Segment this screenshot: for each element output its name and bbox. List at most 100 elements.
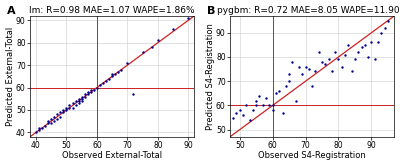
Point: [45, 122, 51, 125]
Point: [78, 100, 85, 102]
Point: [365, 56, 371, 58]
Point: [292, 99, 299, 102]
Point: [316, 51, 322, 53]
Point: [230, 116, 236, 119]
Point: [36, 129, 42, 131]
Point: [352, 58, 358, 61]
Point: [246, 119, 253, 121]
Point: [84, 93, 91, 96]
Point: [69, 106, 76, 109]
Point: [60, 109, 66, 111]
Point: [109, 73, 115, 75]
Point: [72, 104, 79, 107]
Point: [283, 85, 289, 87]
Point: [78, 97, 85, 100]
Title: lm: R=0.98 MAE=1.07 WAPE=1.86%: lm: R=0.98 MAE=1.07 WAPE=1.86%: [29, 6, 195, 15]
Point: [112, 73, 118, 75]
Point: [345, 43, 352, 46]
Point: [296, 65, 302, 68]
Point: [33, 131, 39, 134]
Point: [236, 109, 243, 112]
Point: [42, 124, 48, 127]
Point: [332, 51, 338, 53]
Point: [185, 17, 192, 19]
Point: [279, 111, 286, 114]
Point: [273, 92, 279, 95]
Point: [378, 31, 384, 34]
Y-axis label: Predicted External-Total: Predicted External-Total: [6, 27, 14, 126]
Point: [155, 39, 161, 42]
Title: pygbm: R=0.72 MAE=8.05 WAPE=11.90%: pygbm: R=0.72 MAE=8.05 WAPE=11.90%: [216, 6, 400, 15]
Point: [124, 62, 130, 64]
Point: [289, 60, 296, 63]
Point: [322, 63, 328, 66]
Point: [286, 80, 292, 83]
Point: [88, 91, 94, 93]
Point: [118, 68, 124, 71]
Point: [326, 58, 332, 61]
Point: [263, 97, 269, 99]
Point: [63, 109, 70, 111]
Point: [243, 104, 250, 107]
Point: [368, 41, 375, 44]
Point: [106, 77, 112, 80]
Point: [54, 118, 60, 120]
Point: [69, 102, 76, 105]
Point: [36, 127, 42, 129]
Point: [348, 70, 355, 73]
Point: [312, 70, 319, 73]
Point: [253, 104, 259, 107]
Point: [306, 68, 312, 70]
Point: [82, 95, 88, 98]
Point: [338, 65, 345, 68]
Point: [319, 60, 325, 63]
Point: [302, 65, 309, 68]
Point: [72, 100, 79, 102]
Point: [51, 120, 58, 123]
Point: [84, 91, 91, 93]
Point: [253, 99, 259, 102]
Point: [97, 84, 103, 87]
Point: [51, 115, 58, 118]
Point: [45, 120, 51, 123]
Point: [309, 85, 315, 87]
Point: [60, 111, 66, 114]
Point: [385, 19, 391, 22]
Y-axis label: Predicted S4-Registration: Predicted S4-Registration: [206, 23, 214, 130]
Point: [381, 27, 388, 29]
Point: [115, 71, 122, 73]
Point: [63, 106, 70, 109]
X-axis label: Observed External-Total: Observed External-Total: [62, 151, 162, 161]
Point: [299, 73, 306, 75]
Point: [270, 104, 276, 107]
Point: [266, 104, 272, 107]
Point: [335, 58, 342, 61]
Point: [362, 43, 368, 46]
Point: [355, 51, 362, 53]
Point: [66, 104, 73, 107]
X-axis label: Observed S4-Registration: Observed S4-Registration: [258, 151, 366, 161]
Point: [39, 127, 45, 129]
Point: [270, 109, 276, 112]
Point: [82, 93, 88, 96]
Point: [375, 41, 381, 44]
Point: [140, 50, 146, 53]
Point: [57, 111, 64, 114]
Point: [276, 89, 282, 92]
Text: B: B: [207, 6, 215, 16]
Point: [57, 115, 64, 118]
Point: [78, 95, 85, 98]
Point: [48, 118, 54, 120]
Point: [130, 93, 137, 96]
Point: [88, 88, 94, 91]
Point: [286, 73, 292, 75]
Point: [100, 82, 106, 84]
Point: [256, 94, 263, 97]
Point: [48, 122, 54, 125]
Point: [260, 104, 266, 107]
Point: [342, 53, 348, 56]
Point: [250, 109, 256, 112]
Point: [94, 86, 100, 89]
Point: [76, 97, 82, 100]
Point: [54, 113, 60, 116]
